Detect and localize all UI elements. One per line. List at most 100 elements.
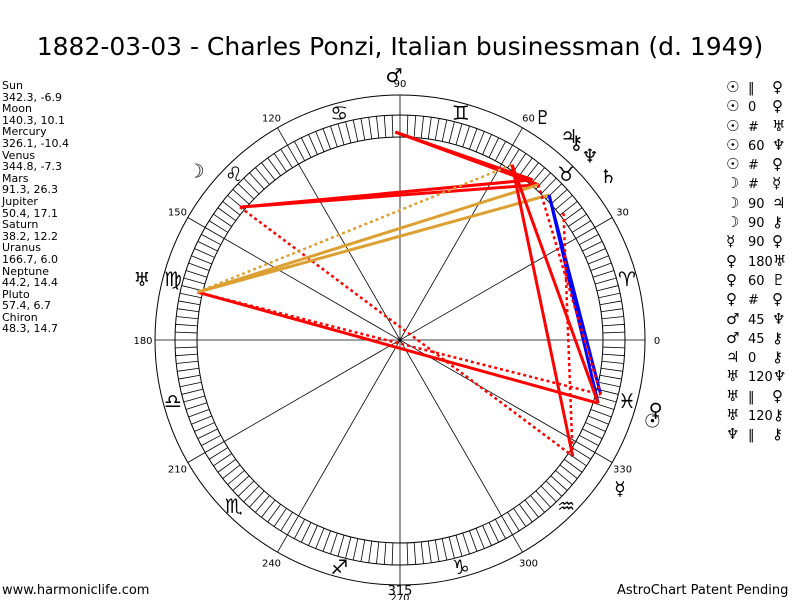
planet-glyph: ☉	[726, 155, 740, 174]
planet-glyph: ♀	[772, 78, 783, 96]
degree-tick	[308, 525, 318, 546]
planet-name: Neptune	[2, 264, 50, 278]
aspect-symbol: 180	[748, 254, 773, 270]
degree-tick	[555, 195, 573, 210]
degree-tick	[301, 522, 312, 543]
degree-tick	[427, 540, 432, 563]
aspect-line	[510, 164, 600, 404]
degree-tick	[469, 530, 478, 552]
degree-tick	[488, 137, 499, 158]
aspect-row: ♀ # ♀	[726, 290, 795, 309]
degree-tick	[222, 201, 241, 216]
degree-tick	[237, 480, 255, 497]
sun-icon: ☉	[644, 411, 661, 433]
degree-tick	[600, 308, 623, 313]
capricorn-icon: ♑	[452, 555, 470, 579]
degree-tick	[595, 395, 617, 403]
aspect-symbol: #	[748, 119, 759, 135]
degree-tick	[337, 123, 345, 145]
aspect-line	[562, 211, 574, 457]
cancer-icon: ♋	[330, 101, 348, 125]
aspect-row: ♂ 45 ♆	[726, 310, 795, 329]
website-link[interactable]: www.harmoniclife.com	[2, 583, 150, 598]
aspect-symbol: 0	[748, 100, 757, 116]
degree-tick	[448, 121, 455, 144]
aspect-row: ♅ ‖ ♀	[726, 387, 795, 406]
planet-coords: 140.3, 10.1	[2, 113, 65, 127]
planet-name: Saturn	[2, 218, 39, 232]
degree-tick	[575, 441, 596, 453]
degree-tick	[222, 464, 241, 479]
planet-glyph: ♀	[726, 270, 737, 289]
degree-tick	[596, 285, 619, 292]
aspect-row: ♀ 60 ♇	[726, 271, 795, 290]
planet-glyph: ♇	[772, 270, 786, 289]
degree-tick	[243, 485, 260, 503]
aspect-line	[239, 183, 539, 209]
degree-tick	[315, 528, 325, 549]
libra-icon: ♎	[164, 389, 182, 413]
planet-glyph: ⚷	[772, 328, 783, 347]
aspect-line	[197, 163, 513, 294]
degree-tick	[178, 300, 201, 306]
sign-divider	[187, 452, 206, 463]
aspect-line	[239, 206, 574, 458]
aspect-row: ♂ 45 ⚷	[726, 329, 795, 348]
degree-tick	[337, 535, 345, 557]
degree-tick	[413, 115, 417, 138]
degree-tick	[475, 131, 485, 152]
degree-label: 300	[519, 559, 538, 570]
degree-tick	[585, 248, 606, 258]
degree-tick	[513, 153, 527, 172]
planet-glyph: ☉	[726, 135, 740, 154]
degree-tick	[181, 388, 204, 395]
planet-name: Sun	[2, 79, 23, 92]
degree-tick	[482, 134, 492, 155]
degree-tick	[563, 207, 583, 222]
aspect-symbol: 90	[748, 196, 765, 212]
degree-tick	[175, 331, 198, 334]
degree-label: 150	[168, 208, 187, 219]
degree-tick	[420, 541, 424, 564]
degree-tick	[217, 458, 237, 473]
planet-glyph: ♅	[726, 367, 740, 386]
planet-name: Uranus	[2, 241, 41, 255]
degree-tick	[194, 248, 215, 258]
degree-tick	[462, 532, 470, 555]
degree-tick	[420, 116, 424, 139]
planet-coords: 326.1, -10.4	[2, 136, 69, 150]
degree-tick	[294, 141, 306, 161]
aspect-row: ♆ ‖ ⚷	[726, 425, 795, 444]
planet-glyph: ♂	[726, 328, 740, 347]
degree-tick	[287, 144, 299, 165]
degree-tick	[188, 262, 210, 271]
degree-tick	[406, 115, 409, 138]
degree-tick	[177, 308, 200, 313]
patent-note: AstroChart Patent Pending	[617, 583, 789, 598]
degree-label: 60	[522, 113, 535, 124]
planet-glyph: ♆	[726, 425, 740, 444]
jupiter-icon: ♃	[560, 126, 577, 148]
planet-glyph: ☿	[772, 174, 782, 193]
degree-tick	[204, 441, 225, 453]
degree-tick	[175, 323, 198, 327]
moon-icon: ☽	[188, 161, 205, 183]
planet-glyph: ♀	[772, 386, 783, 405]
planet-name: Jupiter	[2, 194, 38, 208]
degree-tick	[582, 241, 603, 252]
planet-glyph: ♀	[772, 97, 783, 116]
aspect-symbol: 60	[748, 273, 765, 289]
planet-coords: 342.3, -6.9	[2, 90, 62, 104]
virgo-icon: ♍	[164, 267, 182, 291]
degree-tick	[434, 118, 440, 141]
degree-tick	[176, 360, 199, 364]
degree-tick	[559, 464, 578, 479]
degree-tick	[592, 270, 615, 278]
degree-tick	[559, 201, 578, 216]
degree-tick	[590, 262, 612, 271]
degree-tick	[513, 508, 527, 527]
planet-glyph: ⚷	[772, 348, 783, 367]
sign-divider	[277, 534, 288, 553]
degree-tick	[540, 485, 557, 503]
degree-tick	[280, 148, 293, 169]
